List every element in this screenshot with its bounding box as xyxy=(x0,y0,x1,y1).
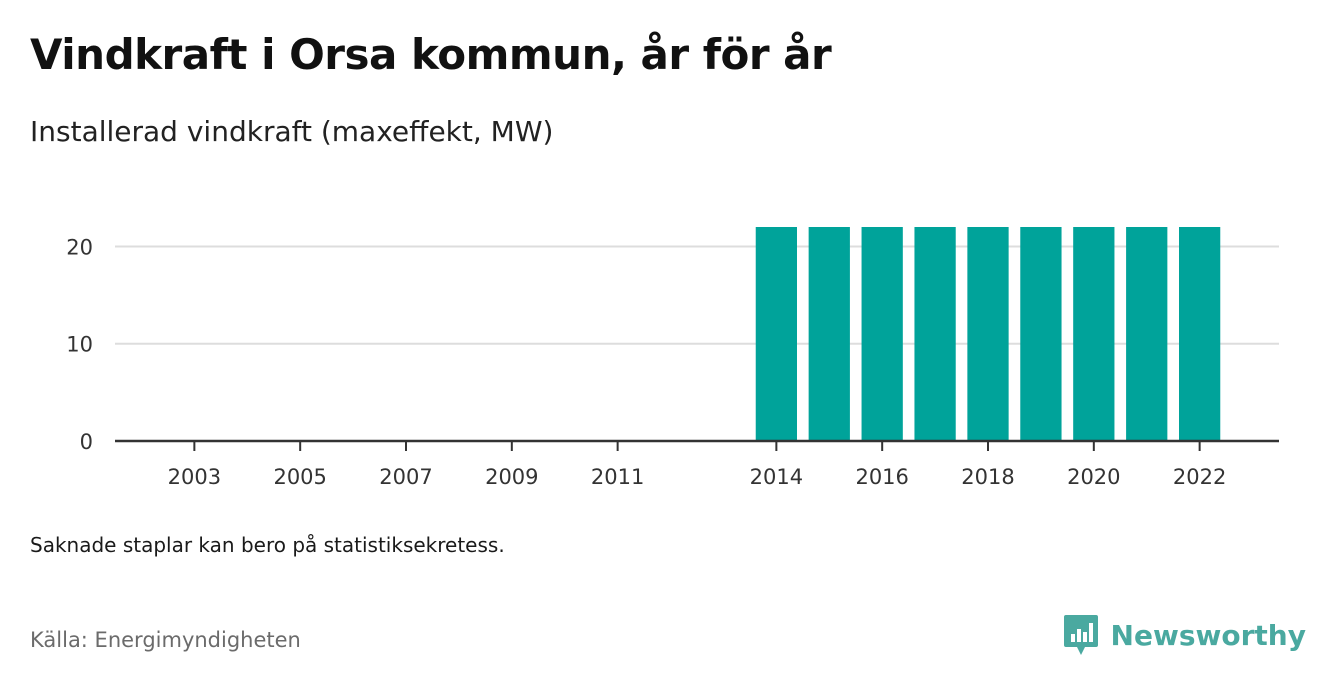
bar-2017 xyxy=(914,227,956,441)
bar-chart: 0 10 20 2003 2005 2007 2009 2011 2014 2016 2018 202… xyxy=(66,227,1279,489)
x-tick-label: 2018 xyxy=(961,465,1014,489)
x-tick-label: 2003 xyxy=(168,465,221,489)
bar-2015 xyxy=(808,227,850,441)
x-tick-label: 2016 xyxy=(855,465,908,489)
x-tick-label: 2014 xyxy=(750,465,803,489)
bar-2018 xyxy=(967,227,1009,441)
x-tick-label: 2005 xyxy=(273,465,326,489)
brand-logo: Newsworthy xyxy=(1063,612,1306,658)
y-tick-label: 20 xyxy=(66,235,93,259)
source-text: Källa: Energimyndigheten xyxy=(30,628,301,652)
bar-2016 xyxy=(861,227,903,441)
x-tick-label: 2020 xyxy=(1067,465,1120,489)
newsworthy-logo-icon xyxy=(1063,615,1098,655)
y-tick-label: 10 xyxy=(66,333,93,357)
x-tick-label: 2011 xyxy=(591,465,644,489)
x-tick-label: 2007 xyxy=(379,465,432,489)
x-tick-label: 2009 xyxy=(485,465,538,489)
bar-2021 xyxy=(1126,227,1168,441)
bar-2019 xyxy=(1020,227,1062,441)
chart-title: Vindkraft i Orsa kommun, år för år xyxy=(30,30,832,79)
bar-2022 xyxy=(1179,227,1221,441)
bar-2020 xyxy=(1073,227,1115,441)
chart-note: Saknade staplar kan bero på statistiksek… xyxy=(30,533,505,557)
y-tick-label: 0 xyxy=(80,430,93,454)
chart-subtitle: Installerad vindkraft (maxeffekt, MW) xyxy=(30,115,554,148)
x-tick-label: 2022 xyxy=(1173,465,1226,489)
bar-2014 xyxy=(755,227,797,441)
brand-name: Newsworthy xyxy=(1110,618,1306,652)
